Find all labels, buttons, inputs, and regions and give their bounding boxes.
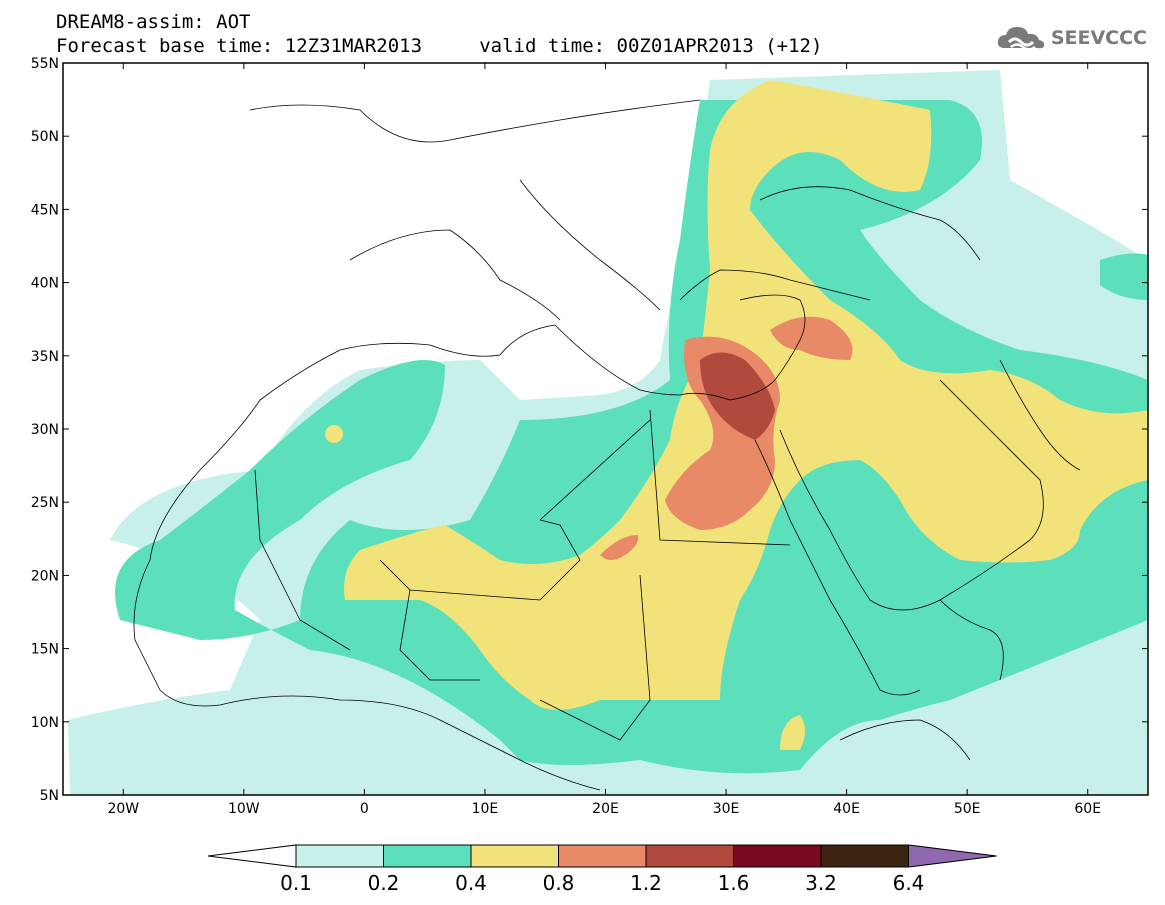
seevccc-logo: SEEVCCC xyxy=(995,22,1147,54)
colorbar-label: 6.4 xyxy=(893,871,925,895)
lon-tick-label: 50E xyxy=(954,801,981,817)
colorbar-label: 0.8 xyxy=(543,871,575,895)
lon-tick-label: 20W xyxy=(107,801,139,817)
lon-tick-label: 60E xyxy=(1074,801,1101,817)
colorbar-over-arrow xyxy=(908,844,997,868)
colorbar-swatch xyxy=(733,844,822,868)
lat-tick-label: 5N xyxy=(40,788,59,804)
aot-band-1.2 xyxy=(700,352,775,440)
lon-tick-label: 0 xyxy=(360,801,369,817)
logo-text: SEEVCCC xyxy=(1050,27,1147,49)
colorbar-under-arrow xyxy=(207,844,297,868)
lon-tick-label: 10W xyxy=(228,801,260,817)
lon-tick-label: 10E xyxy=(472,801,499,817)
lat-tick-label: 35N xyxy=(31,349,59,365)
lat-tick-label: 20N xyxy=(31,568,59,584)
lat-tick-label: 45N xyxy=(31,202,59,218)
lat-tick-label: 25N xyxy=(31,495,59,511)
map-field xyxy=(63,63,1148,795)
lon-tick-label: 20E xyxy=(592,801,619,817)
lat-tick-label: 10N xyxy=(31,715,59,731)
colorbar-label: 0.1 xyxy=(280,871,312,895)
lat-tick-label: 55N xyxy=(31,56,59,72)
lat-tick-label: 40N xyxy=(31,276,59,292)
lon-tick-label: 30E xyxy=(713,801,740,817)
lon-tick-label: 40E xyxy=(833,801,860,817)
cloud-icon xyxy=(997,27,1044,51)
colorbar-swatch xyxy=(295,844,384,868)
colorbar-label: 1.2 xyxy=(630,871,662,895)
map-title: DREAM8-assim: AOT xyxy=(56,11,251,33)
colorbar-swatch xyxy=(645,844,734,868)
colorbar: 0.1 0.2 0.4 0.8 1.2 1.6 3.2 6.4 xyxy=(207,844,997,895)
forecast-time-subtitle: Forecast base time: 12Z31MAR2013 valid t… xyxy=(56,35,823,57)
colorbar-swatch xyxy=(558,844,647,868)
colorbar-label: 1.6 xyxy=(718,871,750,895)
colorbar-label: 3.2 xyxy=(805,871,837,895)
colorbar-swatch xyxy=(820,844,909,868)
colorbar-label: 0.4 xyxy=(455,871,487,895)
coastlines-borders xyxy=(133,99,1081,791)
lat-tick-label: 30N xyxy=(31,422,59,438)
colorbar-swatch xyxy=(383,844,472,868)
colorbar-swatch xyxy=(470,844,559,868)
lat-tick-label: 50N xyxy=(31,129,59,145)
lat-tick-label: 15N xyxy=(31,642,59,658)
map-axes: 20W 10W 0 10E 20E 30E 40E 50E 60E 5N 10N 15N 20N 25N 3… xyxy=(31,56,1148,817)
colorbar-label: 0.2 xyxy=(368,871,400,895)
